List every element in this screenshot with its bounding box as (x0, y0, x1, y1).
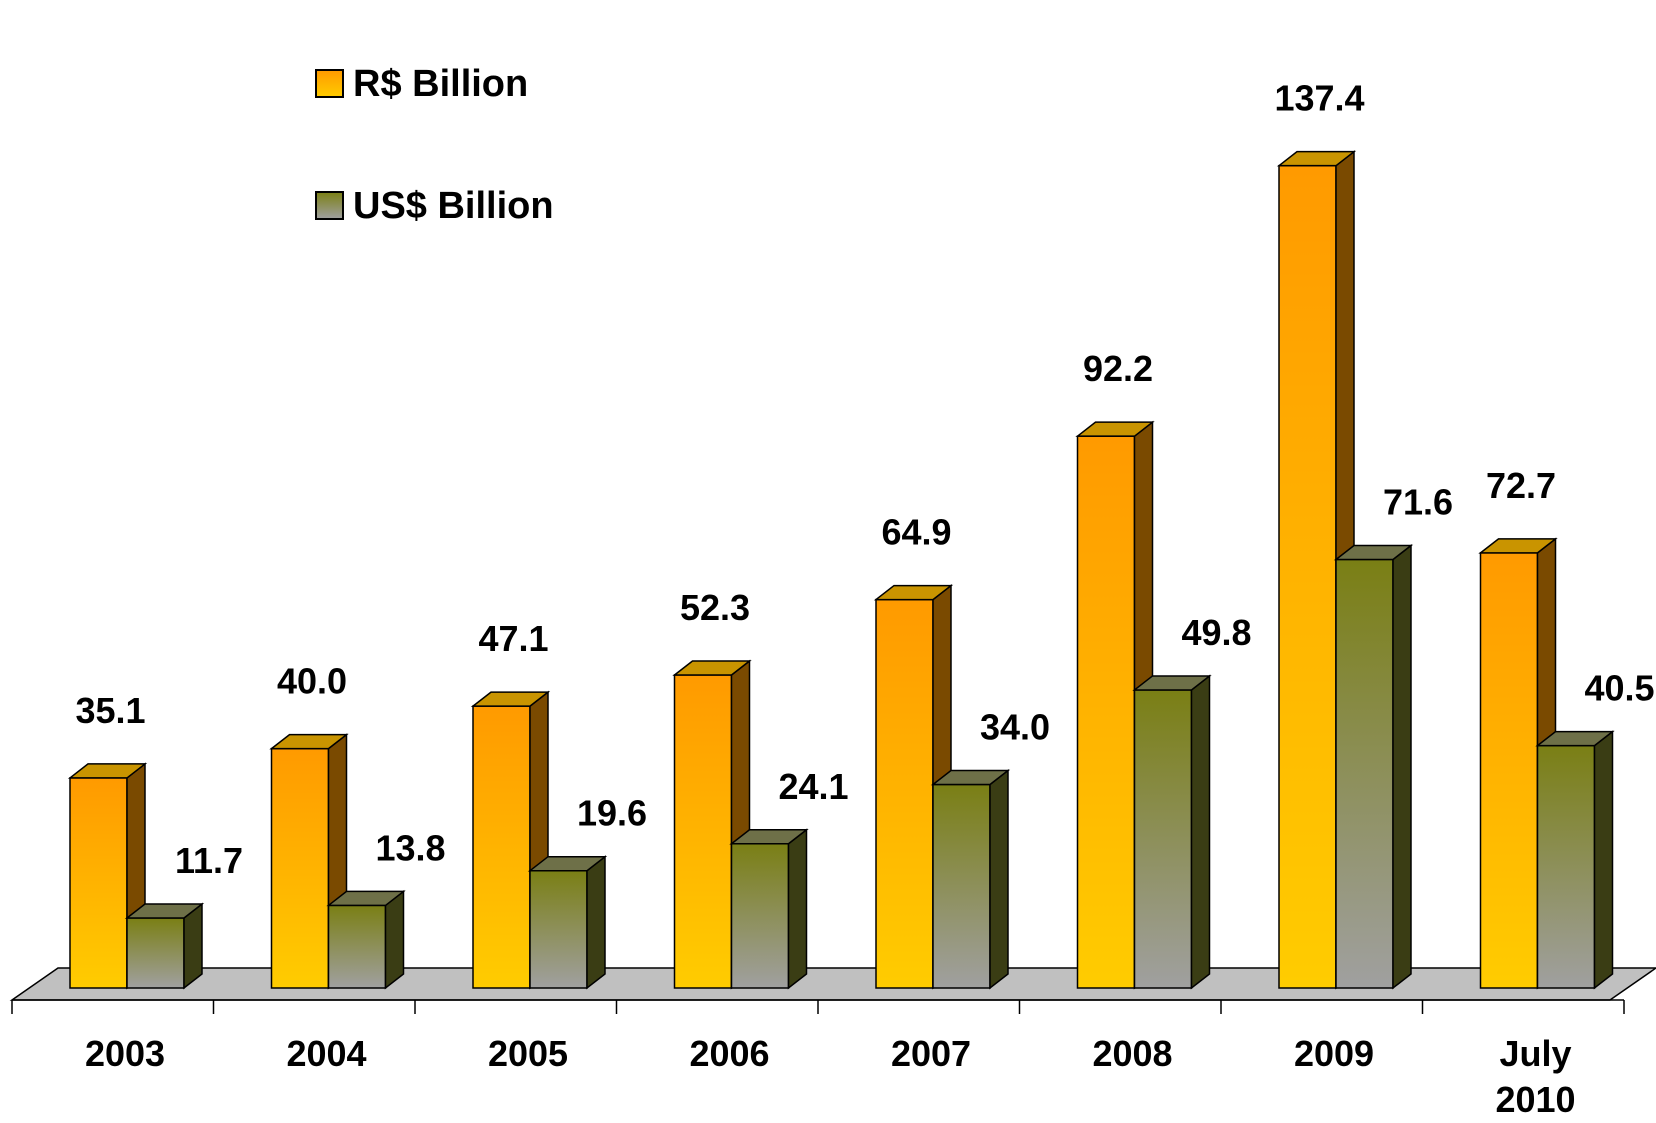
bar-side (787, 828, 808, 990)
bar-top (930, 769, 1011, 786)
data-label: 52.3 (680, 587, 750, 628)
bar-front (472, 705, 531, 989)
chart-floor (9, 967, 1656, 1014)
bar (930, 768, 1011, 990)
bar-top (1075, 421, 1155, 437)
x-axis-tick-labels: 2003 2004 2005 2006 2007 2008 2009 July 2010 (85, 1033, 1576, 1120)
legend-item: US$ Billion (315, 185, 554, 227)
bar-side (586, 855, 606, 990)
bar-front (932, 783, 991, 989)
data-label: 35.1 (75, 690, 145, 731)
bar (124, 902, 205, 990)
bar-top (326, 890, 406, 907)
x-tick-label: July 2010 (1495, 1033, 1575, 1120)
data-label: 13.8 (375, 827, 445, 868)
x-tick-label: 2007 (891, 1033, 971, 1074)
data-label: 40.0 (277, 661, 347, 702)
data-label: 40.5 (1584, 668, 1654, 709)
bar-front (1278, 164, 1337, 989)
x-tick-label: 2004 (286, 1033, 366, 1074)
data-label: 72.7 (1486, 465, 1556, 506)
data-label: 137.4 (1274, 78, 1364, 119)
x-tick-label: 2006 (689, 1033, 769, 1074)
bar-top (1478, 538, 1558, 554)
bar-top (672, 660, 752, 676)
bar-front (1335, 558, 1394, 989)
bar-front (730, 843, 790, 989)
bar (729, 828, 809, 990)
data-label: 64.9 (881, 512, 951, 553)
legend-item: R$ Billion (315, 63, 528, 105)
data-label: 47.1 (478, 618, 548, 659)
bar (527, 855, 608, 990)
legend-label: US$ Billion (353, 185, 554, 227)
bar-front (673, 674, 733, 989)
bar (1333, 543, 1414, 990)
data-label: 34.0 (980, 707, 1050, 748)
bar (1478, 537, 1558, 990)
bar-side (384, 889, 405, 990)
x-tick-label: 2005 (488, 1033, 568, 1074)
bar-top (269, 733, 349, 750)
legend-label: R$ Billion (353, 63, 528, 105)
x-tick-label: 2009 (1294, 1033, 1374, 1074)
x-axis-ticks (11, 1000, 1625, 1014)
bar (1535, 730, 1615, 990)
bar-front (1076, 435, 1136, 989)
bar-front (69, 777, 128, 989)
bar-front (327, 904, 387, 989)
bar-front (875, 598, 934, 989)
bar-side (1190, 674, 1211, 990)
bar (1132, 674, 1212, 990)
bar-top (527, 855, 608, 872)
bar-top (729, 829, 809, 845)
bar-top (1535, 730, 1615, 747)
data-label: 92.2 (1083, 348, 1153, 389)
bar (326, 889, 406, 990)
bar-top (470, 691, 551, 707)
bar-top (67, 763, 148, 779)
bar-top (1132, 675, 1212, 691)
bar-front (126, 917, 185, 989)
bar-side (1593, 730, 1614, 990)
bar-front (529, 869, 588, 989)
bar-front (1536, 744, 1596, 989)
legend-swatch (315, 69, 344, 98)
value-labels: 35.1 11.7 40.0 13.8 47.1 19.6 52.3 24.1 64.9 34.0… (75, 78, 1654, 881)
bar-front (1479, 552, 1539, 989)
bar-front (1133, 689, 1193, 989)
legend-swatch (315, 191, 344, 220)
data-label: 49.8 (1181, 612, 1251, 653)
data-label: 24.1 (778, 766, 848, 807)
bar-front (270, 747, 330, 989)
data-label: 11.7 (175, 840, 243, 881)
bars (67, 150, 1615, 990)
bar-side (989, 768, 1009, 990)
bar-top (1333, 544, 1414, 561)
bar-top (873, 584, 954, 601)
data-label: 19.6 (577, 793, 647, 834)
legend: R$ Billion US$ Billion (315, 63, 554, 227)
x-tick-label: 2008 (1092, 1033, 1172, 1074)
bar (269, 733, 349, 990)
bar-side (1392, 543, 1412, 990)
x-tick-label: 2003 (85, 1033, 165, 1074)
bar-top (124, 903, 205, 919)
bar-top (1276, 150, 1357, 167)
data-label: 71.6 (1383, 481, 1453, 522)
